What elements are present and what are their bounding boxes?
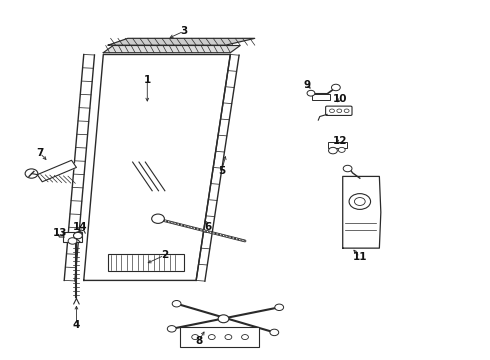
FancyBboxPatch shape (63, 232, 82, 242)
Text: 13: 13 (53, 228, 68, 238)
FancyBboxPatch shape (179, 327, 259, 347)
Text: 11: 11 (353, 252, 367, 262)
Polygon shape (343, 176, 381, 248)
Text: 2: 2 (161, 250, 168, 260)
Circle shape (275, 304, 284, 311)
Circle shape (329, 147, 337, 154)
Circle shape (25, 169, 38, 178)
Circle shape (242, 334, 248, 339)
Circle shape (344, 109, 349, 113)
Circle shape (225, 334, 232, 339)
Circle shape (331, 84, 340, 91)
Circle shape (338, 147, 345, 152)
Polygon shape (108, 39, 255, 45)
Circle shape (307, 90, 315, 96)
Polygon shape (37, 160, 76, 182)
Circle shape (349, 194, 370, 210)
Polygon shape (103, 45, 240, 53)
Text: 8: 8 (195, 336, 202, 346)
Circle shape (354, 198, 365, 206)
Circle shape (270, 329, 279, 336)
Circle shape (167, 325, 176, 332)
Circle shape (192, 334, 198, 339)
Bar (313, 94, 330, 100)
Text: 5: 5 (218, 166, 225, 176)
Circle shape (74, 232, 82, 239)
Bar (328, 142, 346, 148)
Circle shape (152, 214, 164, 224)
FancyBboxPatch shape (326, 106, 352, 116)
Circle shape (172, 301, 181, 307)
Circle shape (337, 109, 342, 113)
Circle shape (208, 334, 215, 339)
Text: 12: 12 (333, 136, 347, 145)
Text: 3: 3 (180, 26, 188, 36)
Circle shape (330, 109, 334, 113)
Text: 9: 9 (304, 80, 311, 90)
Text: 14: 14 (73, 222, 87, 232)
Circle shape (68, 238, 77, 244)
Text: 10: 10 (333, 94, 347, 104)
Text: 7: 7 (36, 148, 44, 158)
Text: 1: 1 (144, 75, 151, 85)
Text: 6: 6 (205, 222, 212, 231)
Circle shape (343, 165, 352, 172)
Polygon shape (84, 54, 230, 280)
Text: 4: 4 (73, 320, 80, 330)
Bar (108, 254, 184, 271)
Circle shape (218, 315, 229, 323)
